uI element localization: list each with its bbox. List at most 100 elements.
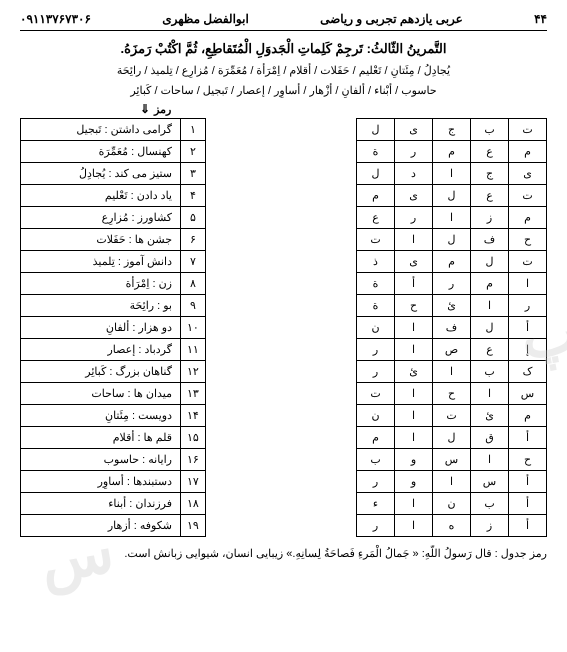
table-row: ۸زن : اِمْرَأة [21,273,206,295]
row-number: ۱۷ [181,471,206,493]
grid-row: ساحات [357,383,547,405]
vocabulary-entry: ستیز می کند : یُجادِلُ [21,163,181,185]
grid-cell: ل [471,251,509,273]
row-number: ۸ [181,273,206,295]
grid-row: ألفان [357,317,547,339]
grid-cell: م [433,141,471,163]
grid-row: رائحة [357,295,547,317]
arrow-down-icon: ⇓ [140,102,150,116]
table-row: ۹بو : رائِحَة [21,295,206,317]
grid-cell: ع [471,185,509,207]
table-row: ۱۶رایانه : حاسوب [21,449,206,471]
row-number: ۱۴ [181,405,206,427]
grid-cell: ا [395,229,433,251]
grid-row: حفلات [357,229,547,251]
table-row: ۷دانش آموز : تِلمیذ [21,251,206,273]
vocabulary-entry: گرامی داشتن : تَبجیل [21,119,181,141]
grid-cell: ع [357,207,395,229]
grid-cell: ئ [471,405,509,427]
table-row: ۱۹شکوفه : أزهار [21,515,206,537]
grid-cell: ا [509,273,547,295]
row-number: ۶ [181,229,206,251]
grid-cell: أ [509,493,547,515]
grid-cell: ع [471,339,509,361]
table-row: ۱گرامی داشتن : تَبجیل [21,119,206,141]
grid-cell: ق [471,427,509,449]
table-row: ۶جشن ها : حَفَلات [21,229,206,251]
grid-cell: م [433,251,471,273]
ramz-header: رمز ⇓ [20,102,547,116]
grid-cell: ل [433,185,471,207]
vocabulary-entry: جشن ها : حَفَلات [21,229,181,251]
row-number: ۷ [181,251,206,273]
page-header: ۴۴ عربی یازدهم تجربی و ریاضی ابوالفضل مظ… [20,12,547,31]
grid-cell: ت [433,405,471,427]
grid-cell: ب [471,361,509,383]
row-number: ۳ [181,163,206,185]
row-number: ۴ [181,185,206,207]
grid-cell: ز [471,207,509,229]
vocabulary-entry: کهنسال : مُعَمِّرَة [21,141,181,163]
vocabulary-table: ۱گرامی داشتن : تَبجیل۲کهنسال : مُعَمِّرَ… [20,118,206,537]
grid-cell: ة [357,273,395,295]
grid-cell: ز [471,515,509,537]
grid-row: إعصار [357,339,547,361]
grid-cell: ا [471,383,509,405]
grid-row: أساور [357,471,547,493]
grid-cell: ک [509,361,547,383]
grid-cell: ئ [433,295,471,317]
grid-cell: ر [395,141,433,163]
subject-title: عربی یازدهم تجربی و ریاضی [320,12,463,26]
vocabulary-entry: دانش آموز : تِلمیذ [21,251,181,273]
grid-cell: ر [433,273,471,295]
word-bank-line1: یُجادِلُ / مِئَتانِ / تَعْلیم / حَفَلات … [20,63,547,80]
grid-cell: ذ [357,251,395,273]
grid-cell: ا [395,383,433,405]
grid-cell: ج [471,163,509,185]
grid-cell: ن [357,317,395,339]
row-number: ۱۱ [181,339,206,361]
row-number: ۱۰ [181,317,206,339]
grid-row: امرأة [357,273,547,295]
grid-cell: ا [395,339,433,361]
vocabulary-entry: فرزندان : أبناء [21,493,181,515]
grid-row: أزهار [357,515,547,537]
grid-cell: ا [433,163,471,185]
grid-cell: ت [509,251,547,273]
grid-cell: ا [395,317,433,339]
row-number: ۱۲ [181,361,206,383]
vocabulary-entry: بو : رائِحَة [21,295,181,317]
grid-row: معمرة [357,141,547,163]
grid-cell: ی [395,185,433,207]
grid-cell: ر [357,471,395,493]
table-row: ۴یاد دادن : تَعْلیم [21,185,206,207]
table-row: ۱۴دویست : مِئَتانِ [21,405,206,427]
puzzle-answer: رمز جدول : قال رَسولُ اللّهِ: « جَمالُ ا… [20,547,547,560]
grid-row: کبائر [357,361,547,383]
vocabulary-entry: گردباد : إعصار [21,339,181,361]
grid-cell: م [509,207,547,229]
grid-cell: ر [357,339,395,361]
row-number: ۲ [181,141,206,163]
grid-row: تعلیم [357,185,547,207]
vocabulary-entry: شکوفه : أزهار [21,515,181,537]
grid-cell: ب [471,493,509,515]
table-row: ۱۰دو هزار : ألفانِ [21,317,206,339]
grid-row: حاسوب [357,449,547,471]
grid-cell: س [509,383,547,405]
table-row: ۳ستیز می کند : یُجادِلُ [21,163,206,185]
grid-cell: ن [357,405,395,427]
grid-cell: أ [509,515,547,537]
grid-cell: ا [433,361,471,383]
grid-row: أبناء [357,493,547,515]
grid-row: تبجیل [357,119,547,141]
grid-cell: ی [395,251,433,273]
grid-cell: ح [509,229,547,251]
grid-cell: ل [471,317,509,339]
grid-cell: م [357,185,395,207]
vocabulary-entry: زن : اِمْرَأة [21,273,181,295]
grid-cell: م [509,405,547,427]
vocabulary-entry: میدان ها : ساحات [21,383,181,405]
row-number: ۱ [181,119,206,141]
grid-cell: ل [433,427,471,449]
